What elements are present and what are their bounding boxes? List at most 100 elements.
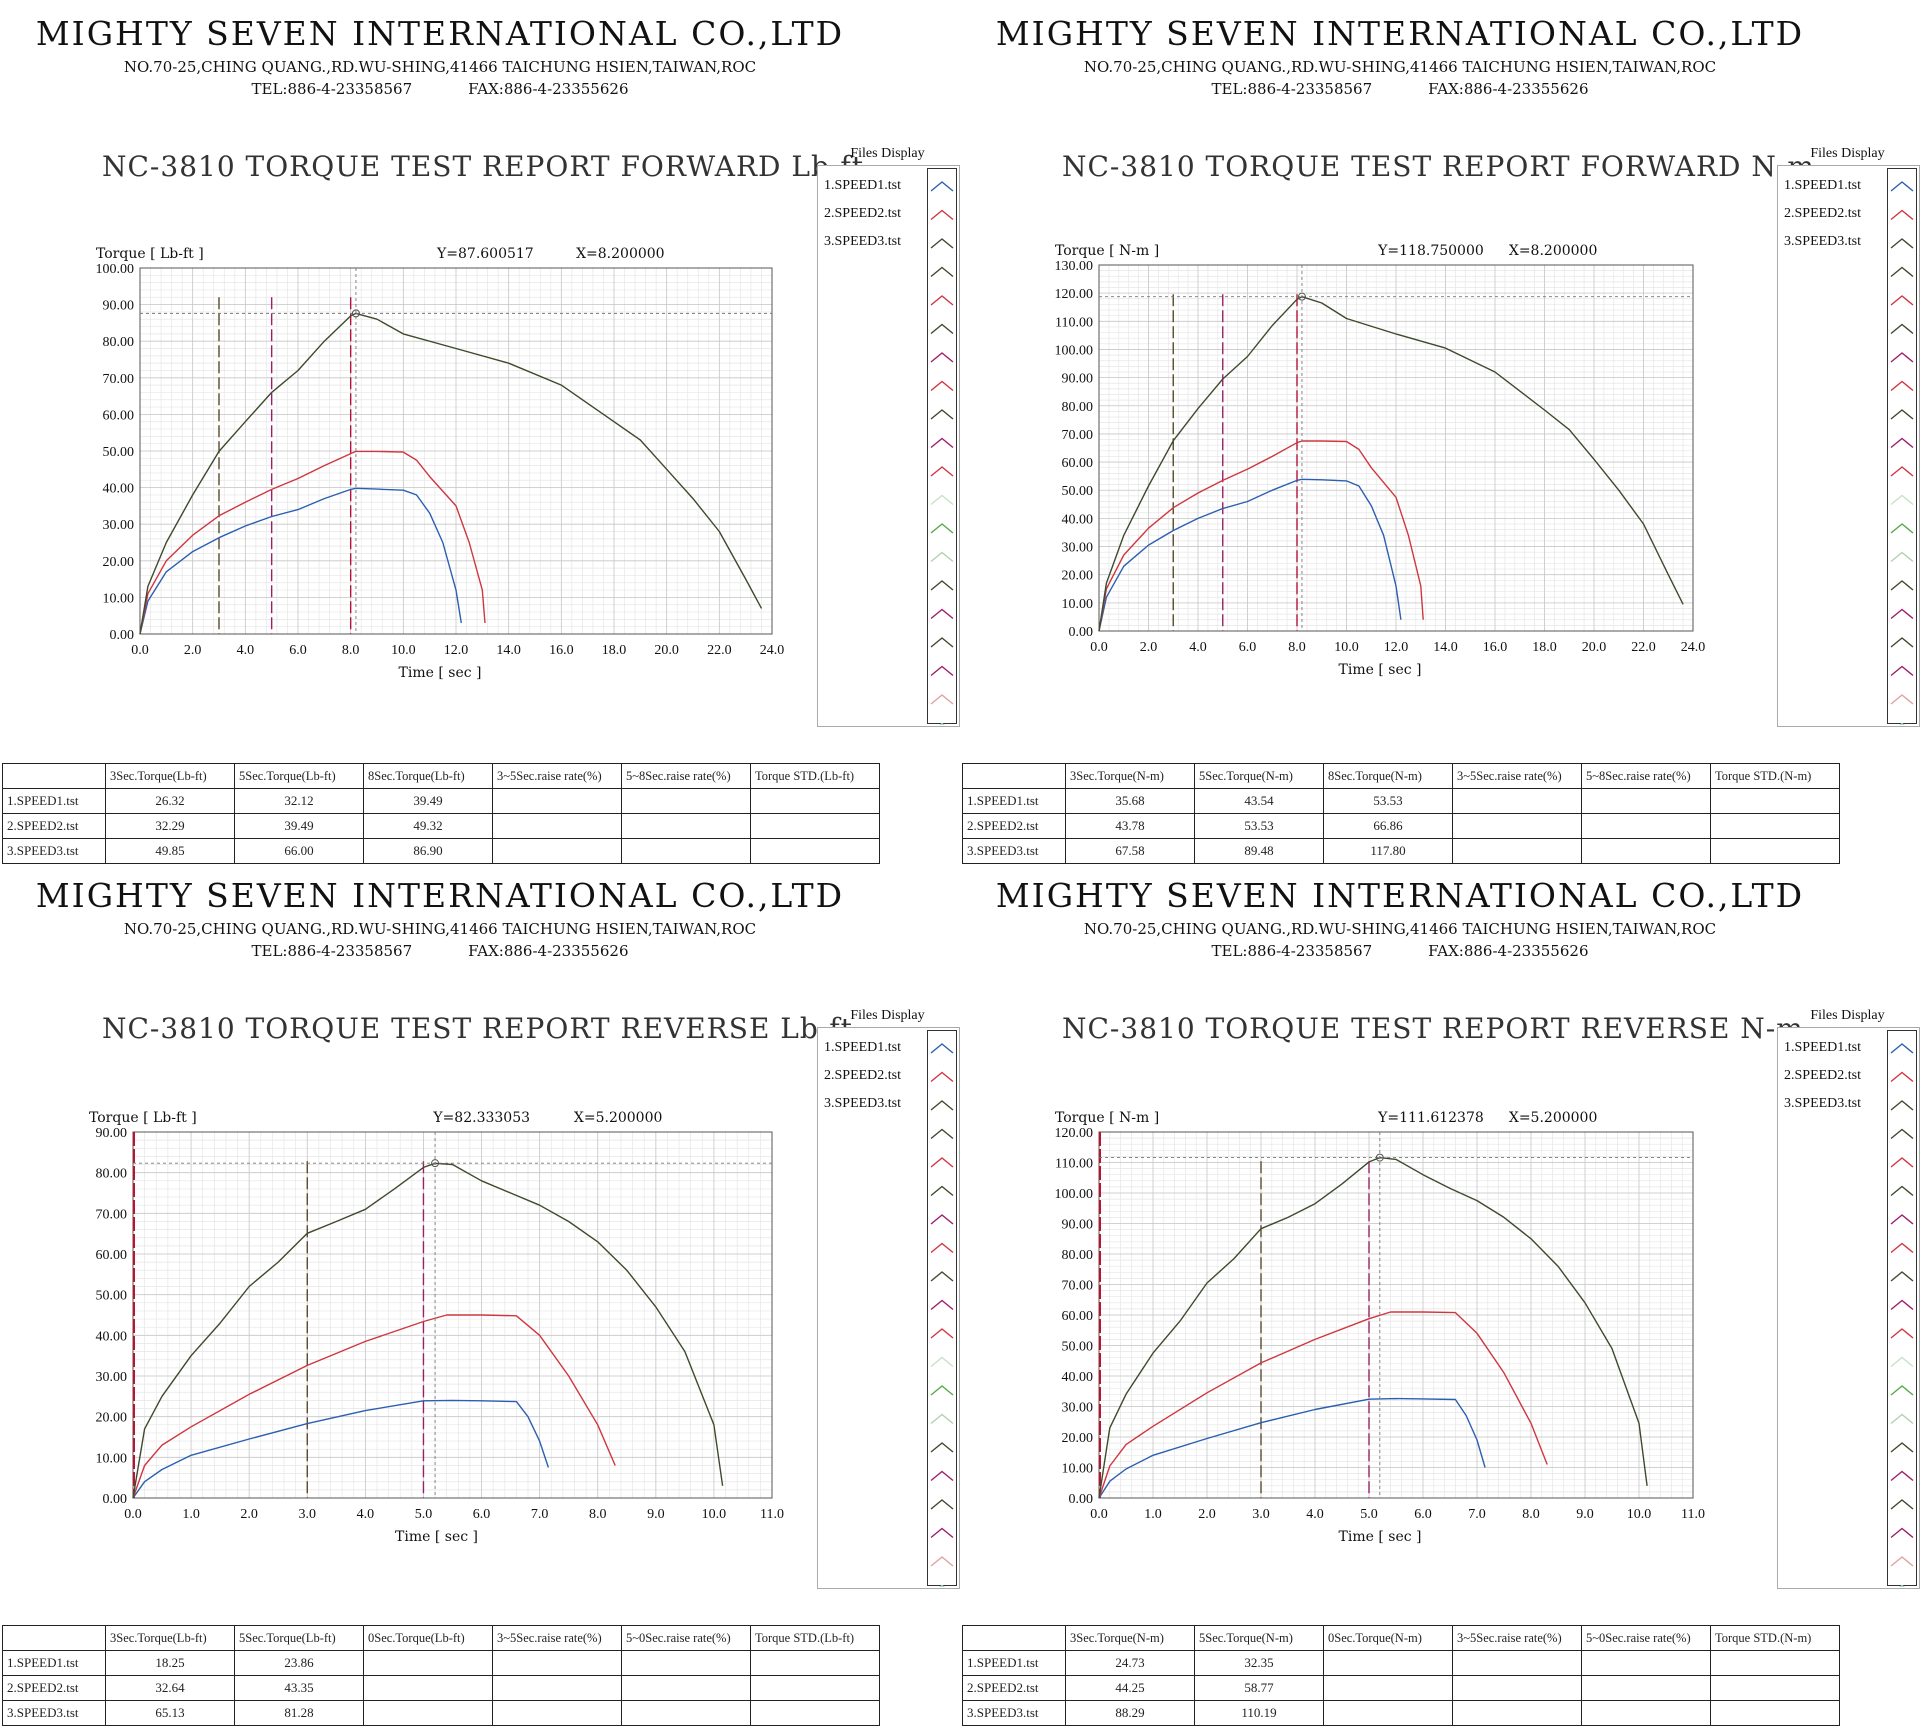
table-cell [1710,813,1840,839]
files-display-panel[interactable]: 1.SPEED1.tst 2.SPEED2.tst 3.SPEED3.tst [817,165,960,734]
x-tick-label: 22.0 [1631,640,1656,655]
company-tel: TEL:886-4-23358567 [251,80,413,98]
chevron-up-icon [930,1214,954,1225]
table-header-cell: 3~5Sec.raise rate(%) [1452,1625,1582,1651]
table-cell [492,1650,622,1676]
x-tick-label: 22.0 [707,643,732,658]
company-name: MIGHTY SEVEN INTERNATIONAL CO.,LTD [995,14,1805,53]
x-tick-label: 6.0 [473,1507,491,1522]
x-tick-label: 6.0 [289,643,307,658]
chevron-up-icon [1890,409,1914,420]
table-header-cell: 5Sec.Torque(Lb-ft) [234,1625,364,1651]
table-cell [1710,1650,1840,1676]
cursor-point [1297,292,1306,301]
file-item[interactable]: 1.SPEED1.tst [1784,178,1862,193]
table-cell [1452,838,1582,864]
y-tick-label: 30.00 [1062,1401,1094,1416]
files-display-panel[interactable]: 1.SPEED1.tst 2.SPEED2.tst 3.SPEED3.tst [1777,165,1920,734]
file-item[interactable]: 3.SPEED3.tst [824,1096,902,1111]
chevron-up-icon [1890,580,1914,591]
table-cell: 86.90 [363,838,493,864]
files-display-panel[interactable]: 1.SPEED1.tst 2.SPEED2.tst 3.SPEED3.tst [817,1027,960,1596]
table-cell: 88.29 [1065,1700,1195,1726]
company-address: NO.70-25,CHING QUANG.,RD.WU-SHING,41466 … [123,58,757,76]
series-line-speed2 [1098,440,1424,632]
table-cell: 43.35 [234,1675,364,1701]
company-fax: FAX:886-4-23355626 [468,80,629,98]
y-tick-label: 100.00 [1055,343,1094,358]
company-fax: FAX:886-4-23355626 [1428,942,1589,960]
table-cell: 49.32 [363,813,493,839]
table-header-cell: 3Sec.Torque(Lb-ft) [105,1625,235,1651]
chevron-up-icon [930,608,954,620]
x-tick-label: 8.0 [1288,640,1306,655]
chevron-up-icon [1890,1413,1914,1425]
chevron-up-icon [930,523,954,534]
files-scrollbar[interactable] [1887,1030,1917,1596]
file-item[interactable]: 1.SPEED1.tst [1784,1040,1862,1055]
chevron-up-icon [1890,1527,1914,1539]
file-item[interactable]: 1.SPEED1.tst [824,1040,902,1055]
file-item[interactable]: 3.SPEED3.tst [824,234,902,249]
files-display-panel[interactable]: 1.SPEED1.tst 2.SPEED2.tst 3.SPEED3.tst [1777,1027,1920,1596]
file-item[interactable]: 1.SPEED1.tst [824,178,902,193]
chevron-up-icon [930,1100,954,1111]
torque-summary-table: 3Sec.Torque(Lb-ft) 5Sec.Torque(Lb-ft) 8Sec… [2,763,880,864]
files-scrollbar[interactable] [927,168,957,734]
files-scrollbar[interactable] [927,1030,957,1596]
company-tel: TEL:886-4-23358567 [1211,942,1373,960]
y-tick-label: 40.00 [1062,512,1094,527]
chevron-up-icon [930,437,954,449]
chevron-up-icon [1890,665,1914,677]
company-address: NO.70-25,CHING QUANG.,RD.WU-SHING,41466 … [123,920,757,938]
x-tick-label: 4.0 [237,643,255,658]
y-tick-label: 20.00 [103,555,135,570]
table-cell: 44.25 [1065,1675,1195,1701]
file-item[interactable]: 3.SPEED3.tst [1784,1096,1862,1111]
x-tick-label: 9.0 [1576,1507,1594,1522]
table-cell: 43.54 [1194,788,1324,814]
series-line-speed1 [1098,478,1402,632]
files-display-title: Files Display [1810,146,1885,161]
chevron-up-icon [1890,209,1914,221]
y-tick-label: 60.00 [103,408,135,423]
table-row: 3.SPEED3.tst 88.29 110.19 [962,1700,1840,1726]
y-tick-label: 20.00 [96,1411,128,1426]
file-item[interactable]: 2.SPEED2.tst [824,1068,902,1083]
x-axis-label: Time [ sec ] [1339,662,1422,678]
x-tick-label: 20.0 [1582,640,1607,655]
file-item[interactable]: 2.SPEED2.tst [1784,1068,1862,1083]
table-row: 1.SPEED1.tst 26.32 32.12 39.49 [2,788,880,814]
file-item[interactable]: 2.SPEED2.tst [1784,206,1862,221]
y-tick-label: 0.00 [1069,625,1094,640]
table-cell: 65.13 [105,1700,235,1726]
files-scrollbar[interactable] [1887,168,1917,734]
y-tick-label: 20.00 [1062,569,1094,584]
row-file-name: 1.SPEED1.tst [962,1650,1066,1676]
x-tick-label: 10.0 [702,1507,727,1522]
table-cell: 39.49 [363,788,493,814]
torque-summary-table: 3Sec.Torque(N-m) 5Sec.Torque(N-m) 8Sec.Tor… [962,763,1840,864]
chevron-up-icon [930,352,954,363]
x-tick-label: 2.0 [184,643,202,658]
file-item[interactable]: 2.SPEED2.tst [824,206,902,221]
series-line-speed3 [1098,296,1684,632]
table-cell: 26.32 [105,788,235,814]
chevron-up-icon [930,380,954,392]
chevron-up-icon [930,694,954,705]
x-tick-label: 8.0 [589,1507,607,1522]
x-tick-label: 10.0 [1334,640,1359,655]
row-file-name: 1.SPEED1.tst [2,1650,106,1676]
table-cell: 23.86 [234,1650,364,1676]
table-header-cell: Torque STD.(Lb-ft) [750,763,880,789]
table-cell [1323,1675,1453,1701]
table-row: 2.SPEED2.tst 43.78 53.53 66.86 [962,813,1840,839]
chevron-up-icon [1890,1214,1914,1225]
table-cell: 32.35 [1194,1650,1324,1676]
table-cell [621,1675,751,1701]
table-cell [1710,788,1840,814]
table-cell [1323,1700,1453,1726]
table-cell [1581,1650,1711,1676]
table-header-cell: 8Sec.Torque(N-m) [1323,763,1453,789]
file-item[interactable]: 3.SPEED3.tst [1784,234,1862,249]
